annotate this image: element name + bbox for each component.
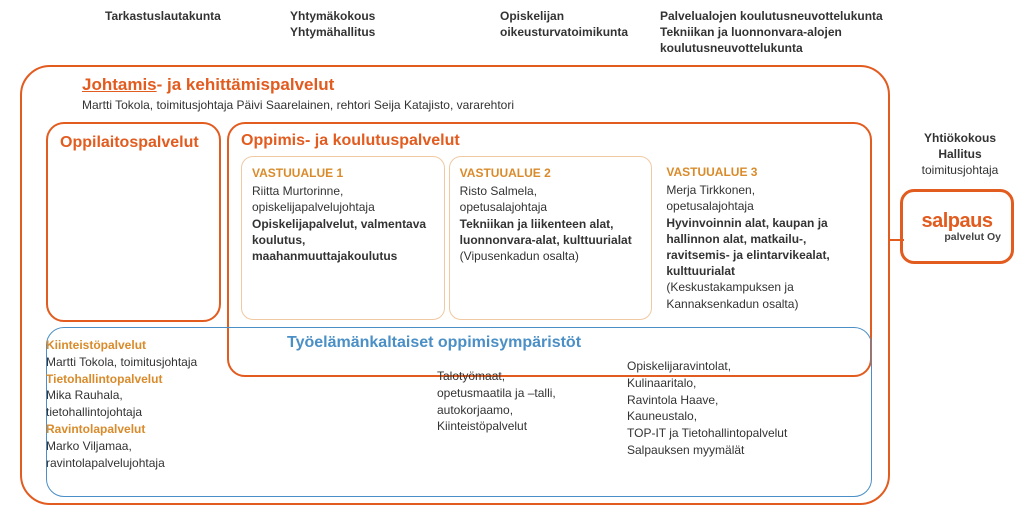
right-panel: Yhtiökokous Hallitus toimitusjohtaja sal…: [900, 130, 1020, 264]
heading-suffix: - ja kehittämispalvelut: [157, 75, 335, 94]
vast2-role: opetusalajohtaja: [460, 199, 642, 215]
gov-col-3-l2: oikeusturvatoimikunta: [500, 25, 628, 39]
main-heading: Johtamis- ja kehittämispalvelut: [82, 75, 514, 95]
main-subheading: Martti Tokola, toimitusjohtaja Päivi Saa…: [82, 98, 514, 112]
company-logo-sub: palvelut Oy: [944, 231, 1001, 243]
vast1-person: Riitta Murtorinne,: [252, 183, 434, 199]
oppimis-title: Oppimis- ja koulutuspalvelut: [241, 132, 858, 150]
vastuualue-row: VASTUUALUE 1 Riitta Murtorinne, opiskeli…: [241, 156, 858, 320]
governance-row: Tarkastuslautakunta Yhtymäkokous Yhtymäh…: [0, 8, 1024, 63]
kiinteisto-h1: Kiinteistöpalvelut: [46, 337, 246, 354]
vast2-areas: Tekniikan ja liikenteen alat, luonnonvar…: [460, 216, 642, 248]
vast1-title: VASTUUALUE 1: [252, 165, 434, 181]
vast1-areas: Opiskelijapalvelut, valmentava koulutus,…: [252, 216, 434, 265]
kiinteisto-p3a: Marko Viljamaa,: [46, 438, 246, 455]
vast2-person: Risto Salmela,: [460, 183, 642, 199]
tyoelama-title: Työelämänkaltaiset oppimisympäristöt: [287, 334, 581, 352]
gov-col-1: Tarkastuslautakunta: [105, 8, 221, 24]
tyoe-col-2: Talotyömaat, opetusmaatila ja –talli, au…: [437, 368, 607, 435]
tyoe-col-3: Opiskelijaravintolat, Kulinaaritalo, Rav…: [627, 358, 857, 459]
company-logo-box: salpaus palvelut Oy: [900, 189, 1014, 264]
vast3-title: VASTUUALUE 3: [666, 164, 848, 180]
gov-col-2-l2: Yhtymähallitus: [290, 25, 375, 39]
vast1-role: opiskelijapalvelujohtaja: [252, 199, 434, 215]
kiinteisto-h3: Ravintolapalvelut: [46, 421, 246, 438]
right-labels: Yhtiökokous Hallitus toimitusjohtaja: [900, 130, 1020, 179]
vast3-tail: (Keskustakampuksen ja Kannaksenkadun osa…: [666, 280, 798, 310]
gov-col-3: Opiskelijan oikeusturvatoimikunta: [500, 8, 628, 40]
vastuualue-3: VASTUUALUE 3 Merja Tirkkonen, opetusalaj…: [656, 156, 858, 320]
main-org-box: Johtamis- ja kehittämispalvelut Martti T…: [20, 65, 890, 505]
vast2-tail: (Vipusenkadun osalta): [460, 248, 642, 264]
kiinteisto-h2: Tietohallintopalvelut: [46, 371, 246, 388]
oppilaitos-box: Oppilaitospalvelut: [46, 122, 221, 322]
vast3-role: opetusalajohtaja: [666, 198, 848, 214]
vast3-person: Merja Tirkkonen,: [666, 182, 848, 198]
heading-prefix: Johtamis: [82, 75, 157, 94]
oppilaitos-title: Oppilaitospalvelut: [60, 134, 207, 152]
main-heading-block: Johtamis- ja kehittämispalvelut Martti T…: [82, 75, 514, 112]
gov-col-2-l1: Yhtymäkokous: [290, 9, 375, 23]
vast2-title: VASTUUALUE 2: [460, 165, 642, 181]
vastuualue-1: VASTUUALUE 1 Riitta Murtorinne, opiskeli…: [241, 156, 445, 320]
kiinteisto-p3b: ravintolapalvelujohtaja: [46, 455, 246, 472]
right-l1: Yhtiökokous: [900, 130, 1020, 146]
gov-col-4: Palvelualojen koulutusneuvottelukunta Te…: [660, 8, 883, 57]
gov-col-4-l3: koulutusneuvottelukunta: [660, 41, 803, 55]
gov-col-4-l2: Tekniikan ja luonnonvara-alojen: [660, 25, 842, 39]
gov-col-1-l1: Tarkastuslautakunta: [105, 9, 221, 23]
right-l2: Hallitus: [900, 146, 1020, 162]
company-logo-main: salpaus: [922, 210, 993, 233]
vastuualue-2: VASTUUALUE 2 Risto Salmela, opetusalajoh…: [449, 156, 653, 320]
kiinteisto-block: Kiinteistöpalvelut Martti Tokola, toimit…: [46, 337, 246, 471]
gov-col-2: Yhtymäkokous Yhtymähallitus: [290, 8, 375, 40]
kiinteisto-p2a: Mika Rauhala,: [46, 387, 246, 404]
gov-col-3-l1: Opiskelijan: [500, 9, 564, 23]
kiinteisto-p1: Martti Tokola, toimitusjohtaja: [46, 354, 246, 371]
vast3-areas: Hyvinvoinnin alat, kaupan ja hallinnon a…: [666, 216, 829, 279]
kiinteisto-p2b: tietohallintojohtaja: [46, 404, 246, 421]
right-l3: toimitusjohtaja: [900, 162, 1020, 178]
gov-col-4-l1: Palvelualojen koulutusneuvottelukunta: [660, 9, 883, 23]
